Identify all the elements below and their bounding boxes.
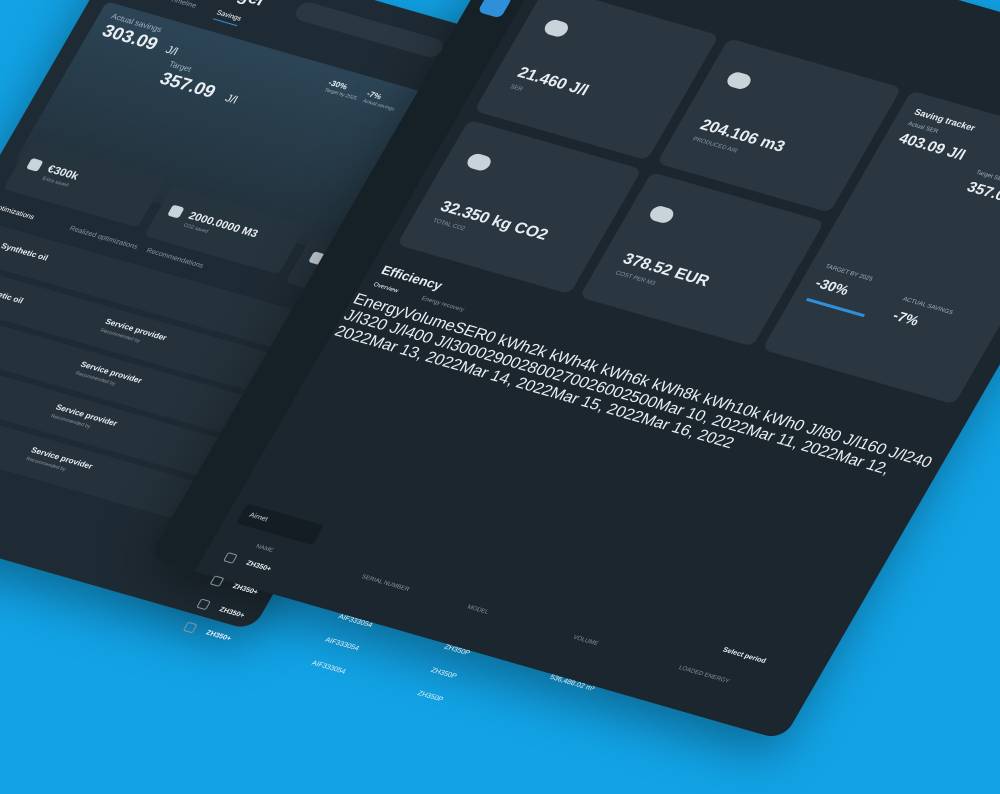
stat-value: 32.350 kg CO2 <box>437 198 551 244</box>
tab: Timeline <box>169 0 198 10</box>
icon <box>167 205 185 219</box>
select-period: Select period <box>721 647 767 665</box>
value: 357.09 <box>156 68 220 102</box>
icon <box>542 18 571 38</box>
value: 357.09 J/l <box>964 179 1000 213</box>
value: -7% <box>890 307 922 328</box>
cell: ZH350+ <box>245 560 273 573</box>
checkbox <box>223 552 238 564</box>
value: -30% <box>813 275 853 298</box>
column-header: LOADED ENERGY <box>677 665 730 685</box>
column-header: MODEL <box>466 605 490 616</box>
cell: ZH350P <box>416 690 444 703</box>
tab: Savings <box>213 9 243 26</box>
title: Energy manager <box>131 0 269 11</box>
column-header: VOLUME <box>572 635 599 647</box>
value: 403.09 J/l <box>896 130 969 164</box>
stat-label: SER <box>509 84 524 93</box>
chart-tab: Overview <box>372 282 399 294</box>
column-header: SERIAL NUMBER <box>360 574 410 593</box>
cell: ZH350P <box>443 644 471 657</box>
list-tab: Optimizations <box>0 203 35 221</box>
icon <box>647 204 676 224</box>
icon <box>26 158 44 172</box>
cell: AIF333054 <box>337 613 374 629</box>
column-header: NAME <box>254 544 274 554</box>
stat-value: 21.460 J/l <box>514 64 592 100</box>
unit: J/l <box>163 44 180 58</box>
cell: ZH350P <box>429 667 457 680</box>
stat-value: 378.52 EUR <box>619 251 712 291</box>
cell: AIF333054 <box>324 637 361 653</box>
checkbox <box>183 622 198 634</box>
table: NAME SERIAL NUMBER MODEL VOLUME LOADED ENERG… <box>206 530 799 737</box>
page: {"left":{"title":"Energy manager","tabs"… <box>0 0 1000 531</box>
cell: 536,488.02 m³ <box>548 674 595 693</box>
stat-value: 204.106 m3 <box>696 117 787 157</box>
list-tab: Realized optimizations <box>68 225 139 251</box>
cell: ZH350+ <box>204 630 232 643</box>
icon <box>724 70 753 90</box>
unit: J/l <box>223 93 240 107</box>
search-box <box>292 0 446 59</box>
progress <box>806 298 865 317</box>
icon <box>464 152 493 172</box>
cell: AIF333054 <box>310 660 347 676</box>
